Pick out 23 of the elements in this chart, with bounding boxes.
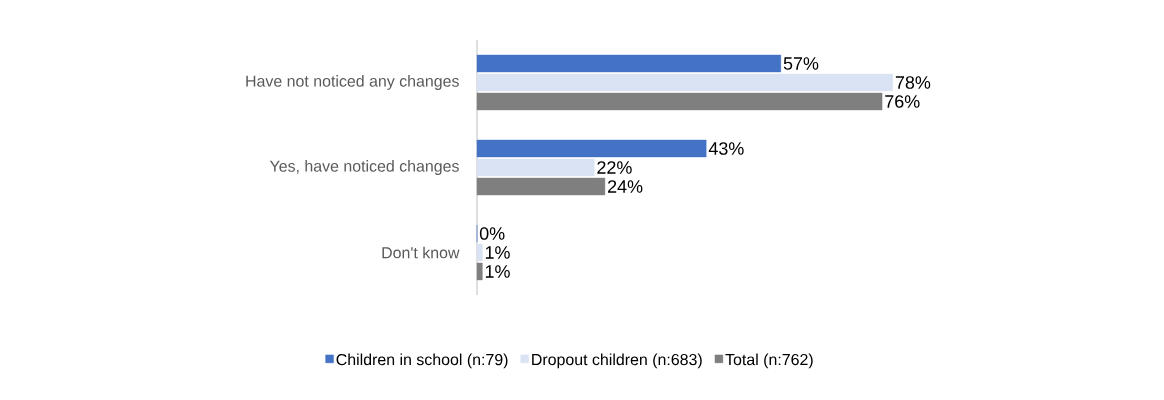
bar: [476, 177, 606, 196]
legend-label: Total (n:762): [725, 353, 813, 369]
legend-label: Children in school (n:79): [336, 353, 508, 369]
data-label: 1%: [485, 265, 510, 278]
bar: [476, 262, 483, 281]
bar: [476, 139, 707, 158]
y-tick-label: Don't know: [382, 246, 460, 259]
data-label: 22%: [597, 161, 632, 174]
bar: [476, 92, 883, 111]
bar: [476, 54, 782, 73]
bar: [476, 158, 595, 177]
y-tick-label: Have not noticed any changes: [246, 75, 459, 90]
data-label: 1%: [485, 246, 510, 259]
bar: [476, 73, 893, 92]
bar: [476, 243, 483, 262]
data-label: 57%: [783, 57, 819, 70]
y-tick-label: Yes, have noticed changes: [269, 160, 459, 175]
data-label: 76%: [885, 95, 920, 108]
data-label: 43%: [708, 142, 744, 155]
data-label: 24%: [608, 180, 643, 193]
data-label: 0%: [479, 227, 505, 240]
data-label: 78%: [895, 76, 931, 89]
legend-label: Dropout children (n:683): [532, 353, 702, 369]
